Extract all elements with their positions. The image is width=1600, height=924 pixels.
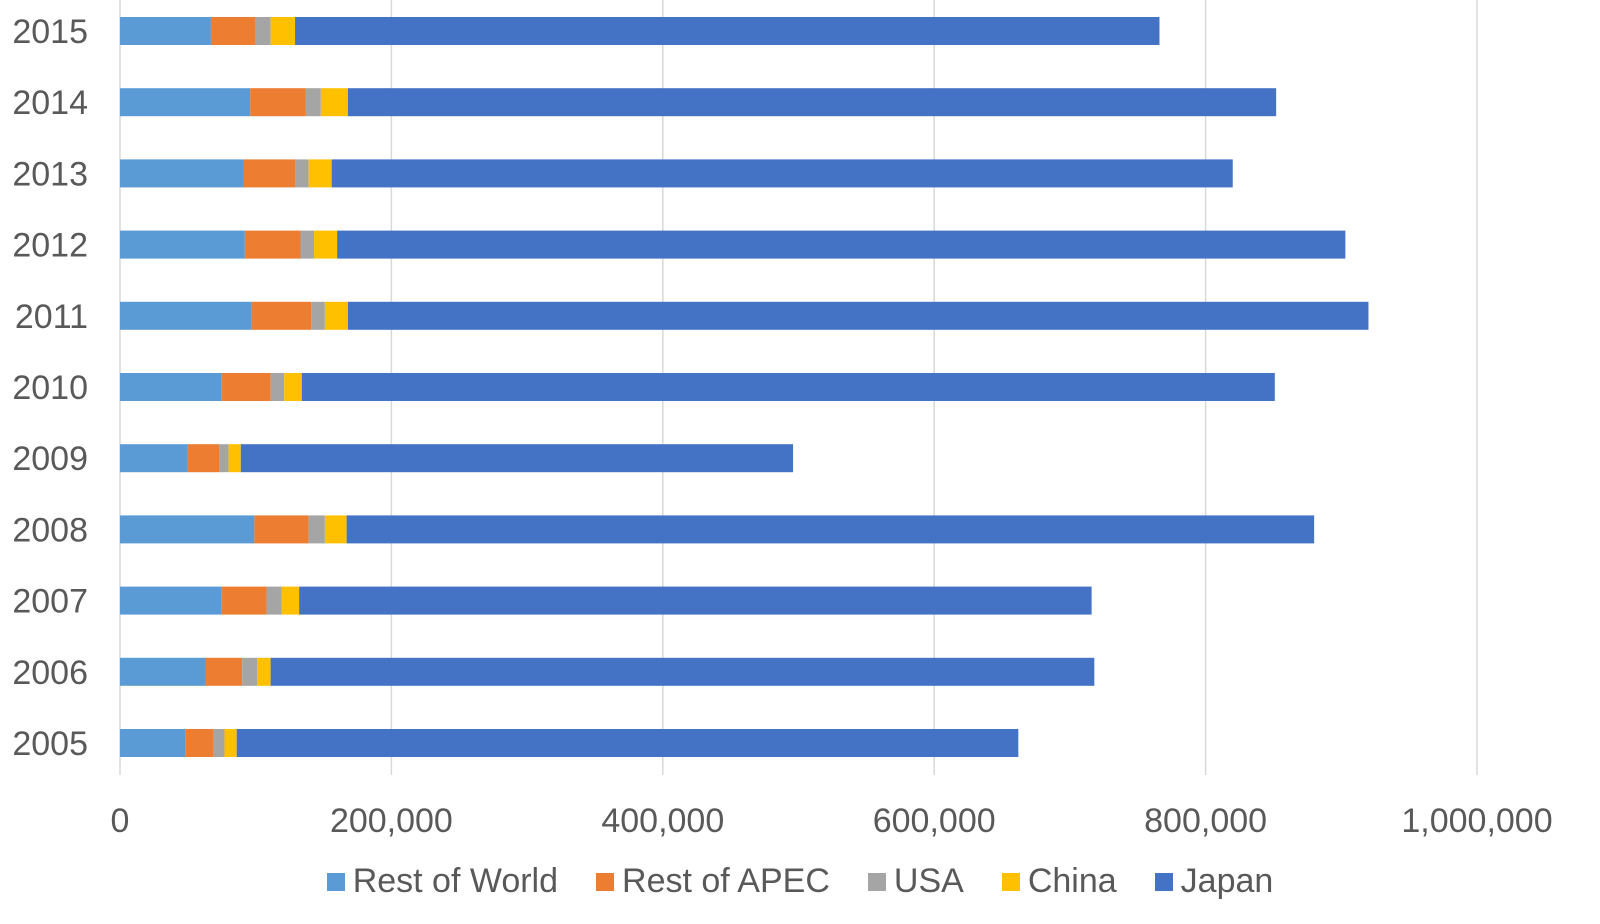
bar-segment-china: [281, 586, 300, 615]
chart-legend: Rest of World Rest of APEC USA China Japan: [0, 862, 1600, 901]
y-tick-label: 2015: [12, 13, 88, 51]
y-tick-label: 2009: [12, 440, 88, 478]
bar-segment-usa: [270, 373, 285, 401]
y-tick-label: 2013: [12, 155, 88, 193]
bar-segment-rest-of-world: [120, 230, 245, 259]
legend-swatch: [1154, 872, 1173, 891]
bar-segment-japan: [236, 729, 1019, 757]
legend-item: Japan: [1154, 862, 1274, 901]
bar-segment-japan: [337, 230, 1346, 259]
bar-segment-usa: [305, 88, 321, 117]
bar-segment-rest-of-world: [120, 17, 211, 45]
legend-label: Rest of APEC: [622, 862, 830, 900]
legend-item: Rest of APEC: [596, 862, 830, 901]
x-tick-label: 200,000: [330, 802, 453, 840]
bar-segment-china: [228, 444, 241, 473]
bar-segment-rest-of-apec: [251, 301, 312, 330]
y-tick-label: 2008: [12, 511, 88, 549]
bar-segment-rest-of-world: [120, 373, 222, 401]
bar-segment-china: [257, 657, 271, 686]
bar-segment-china: [308, 159, 332, 188]
chart-canvas: 0 200,000 400,000 600,000 800,000 1,000,000 20…: [12, 0, 1553, 840]
bar-segment-rest-of-world: [120, 729, 186, 757]
bar-segment-rest-of-apec: [221, 373, 271, 401]
bar-segment-japan: [240, 444, 794, 473]
y-tick-label: 2012: [12, 227, 88, 265]
bar-segment-usa: [308, 515, 325, 544]
bar-segment-rest-of-apec: [243, 159, 296, 188]
legend-swatch: [326, 872, 345, 891]
bar-segment-usa: [311, 301, 325, 330]
bar-segment-china: [314, 230, 338, 259]
bar-segment-usa: [213, 729, 225, 757]
legend-swatch: [596, 872, 615, 891]
bar-segment-rest-of-apec: [210, 17, 256, 45]
y-tick-label: 2014: [12, 84, 88, 122]
bar-segment-rest-of-world: [120, 88, 251, 117]
x-tick-label: 1,000,000: [1401, 802, 1552, 840]
bar-segment-japan: [347, 301, 1369, 330]
bar-segment-china: [320, 88, 348, 117]
bar-segment-rest-of-apec: [185, 729, 214, 757]
legend-item: USA: [867, 862, 964, 901]
bar-segment-rest-of-world: [120, 586, 222, 615]
legend-label: USA: [893, 862, 964, 900]
legend-swatch: [867, 872, 886, 891]
legend-label: Rest of World: [352, 862, 559, 900]
y-tick-label: 2006: [12, 654, 88, 692]
x-tick-label: 0: [111, 802, 130, 840]
y-tick-label: 2010: [12, 369, 88, 407]
bar-segment-china: [284, 373, 302, 401]
bar-segment-china: [224, 729, 237, 757]
bar-segment-japan: [299, 586, 1092, 615]
bar-segment-usa: [295, 159, 309, 188]
bar-segment-rest-of-apec: [244, 230, 301, 259]
bar-segment-japan: [331, 159, 1233, 188]
legend-label: Japan: [1180, 862, 1274, 900]
bar-segment-china: [324, 301, 348, 330]
bar-segment-japan: [295, 17, 1160, 45]
bar-segment-japan: [346, 515, 1315, 544]
y-tick-label: 2007: [12, 583, 88, 621]
bar-segment-usa: [242, 657, 258, 686]
legend-item: Rest of World: [326, 862, 559, 901]
bar-segment-china: [270, 17, 296, 45]
bar-segment-rest-of-world: [120, 301, 252, 330]
x-tick-label: 800,000: [1144, 802, 1267, 840]
x-tick-label: 400,000: [601, 802, 724, 840]
legend-label: China: [1027, 862, 1117, 900]
legend-swatch: [1001, 872, 1020, 891]
bar-segment-usa: [219, 444, 229, 473]
bar-segment-rest-of-world: [120, 444, 188, 473]
bar-segment-china: [324, 515, 347, 544]
bar-segment-rest-of-world: [120, 657, 206, 686]
bar-segment-rest-of-apec: [187, 444, 220, 473]
bar-segment-japan: [301, 373, 1275, 401]
y-tick-label: 2005: [12, 725, 88, 763]
bar-segment-usa: [300, 230, 315, 259]
bar-segment-rest-of-apec: [221, 586, 267, 615]
bar-segment-japan: [347, 88, 1277, 117]
legend-item: China: [1001, 862, 1117, 901]
bar-segment-usa: [255, 17, 271, 45]
bar-segment-rest-of-apec: [250, 88, 306, 117]
y-tick-label: 2011: [15, 298, 88, 336]
bar-segment-rest-of-world: [120, 515, 255, 544]
bar-segment-rest-of-apec: [205, 657, 243, 686]
bar-segment-japan: [270, 657, 1095, 686]
bar-segment-rest-of-world: [120, 159, 244, 188]
x-tick-label: 600,000: [873, 802, 996, 840]
bar-segment-rest-of-apec: [254, 515, 309, 544]
bar-segment-usa: [266, 586, 282, 615]
